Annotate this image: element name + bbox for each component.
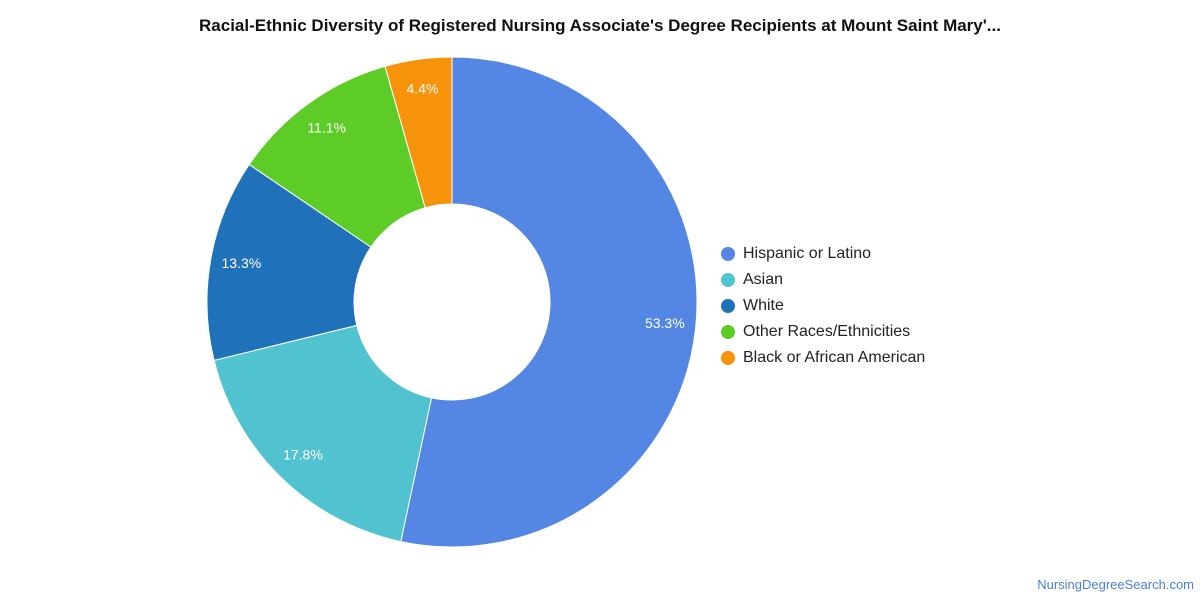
slice-label: 13.3% [222, 255, 262, 271]
slice-other-races-ethnicities[interactable] [248, 65, 426, 248]
legend-swatch [721, 247, 735, 261]
chart-legend: Hispanic or Latino Asian White Other Races/… [721, 241, 925, 371]
slice-label: 53.3% [645, 315, 685, 331]
slice-hispanic-or-latino[interactable] [400, 56, 698, 548]
slice-white[interactable] [206, 163, 372, 361]
legend-label: Hispanic or Latino [743, 245, 872, 262]
source-link[interactable]: NursingDegreeSearch.com [1037, 577, 1194, 592]
legend-swatch [721, 351, 735, 365]
legend-item[interactable]: Asian [721, 267, 925, 293]
legend-item[interactable]: Hispanic or Latino [721, 241, 925, 267]
chart-title: Racial-Ethnic Diversity of Registered Nu… [199, 16, 1001, 35]
slice-asian[interactable] [213, 324, 433, 543]
slice-black-or-african-american[interactable] [384, 56, 453, 209]
legend-swatch [721, 273, 735, 287]
slice-label: 11.1% [307, 119, 346, 135]
legend-item[interactable]: Other Races/Ethnicities [721, 319, 925, 345]
legend-item[interactable]: White [721, 293, 925, 319]
legend-item[interactable]: Black or African American [721, 345, 925, 371]
legend-label: Other Races/Ethnicities [743, 323, 911, 340]
legend-label: Asian [743, 271, 784, 288]
legend-swatch [721, 325, 735, 339]
legend-swatch [721, 299, 735, 313]
legend-label: White [743, 297, 784, 314]
slice-label: 17.8% [283, 446, 323, 462]
legend-label: Black or African American [743, 349, 926, 366]
slice-label: 4.4% [407, 81, 439, 97]
